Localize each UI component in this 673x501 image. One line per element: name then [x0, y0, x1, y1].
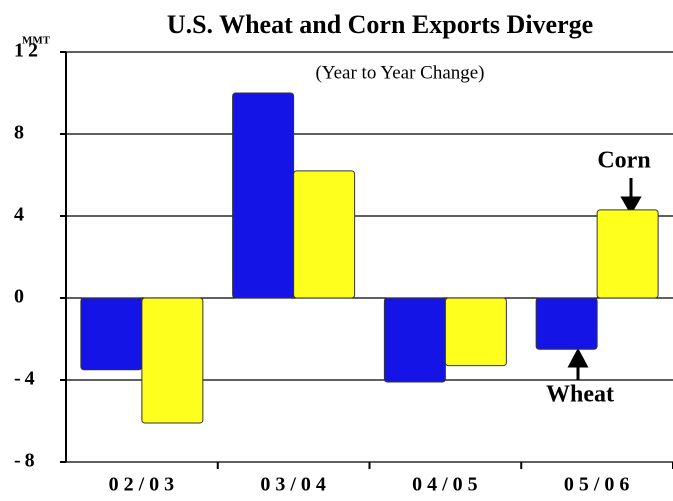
bar: [141, 297, 204, 424]
x-tick-label: 04/05: [412, 474, 483, 496]
x-tick-label: 03/04: [260, 474, 331, 496]
bar: [535, 297, 598, 350]
chart-subtitle: (Year to Year Change): [315, 62, 484, 83]
y-axis-label: MMT: [22, 35, 51, 47]
y-tick-label: 8: [14, 122, 28, 144]
x-tick-label: 02/03: [109, 474, 180, 496]
y-tick-label: -8: [14, 450, 39, 472]
series-annotation: Corn: [597, 148, 650, 174]
bar: [444, 297, 507, 367]
y-tick-label: 4: [14, 204, 28, 226]
corn-arrow: [620, 178, 642, 216]
wheat-arrow: [567, 347, 589, 380]
series-annotation: Wheat: [546, 382, 614, 408]
y-tick-label: -4: [14, 368, 39, 390]
chart-title: U.S. Wheat and Corn Exports Diverge: [167, 10, 593, 39]
y-tick-label: 12: [14, 40, 42, 62]
bar: [80, 297, 143, 371]
bar: [383, 297, 446, 383]
bar: [232, 92, 295, 299]
y-tick-label: 0: [14, 286, 28, 308]
x-tick-label: 05/06: [564, 474, 635, 496]
bar: [596, 209, 659, 299]
bar: [293, 170, 356, 299]
